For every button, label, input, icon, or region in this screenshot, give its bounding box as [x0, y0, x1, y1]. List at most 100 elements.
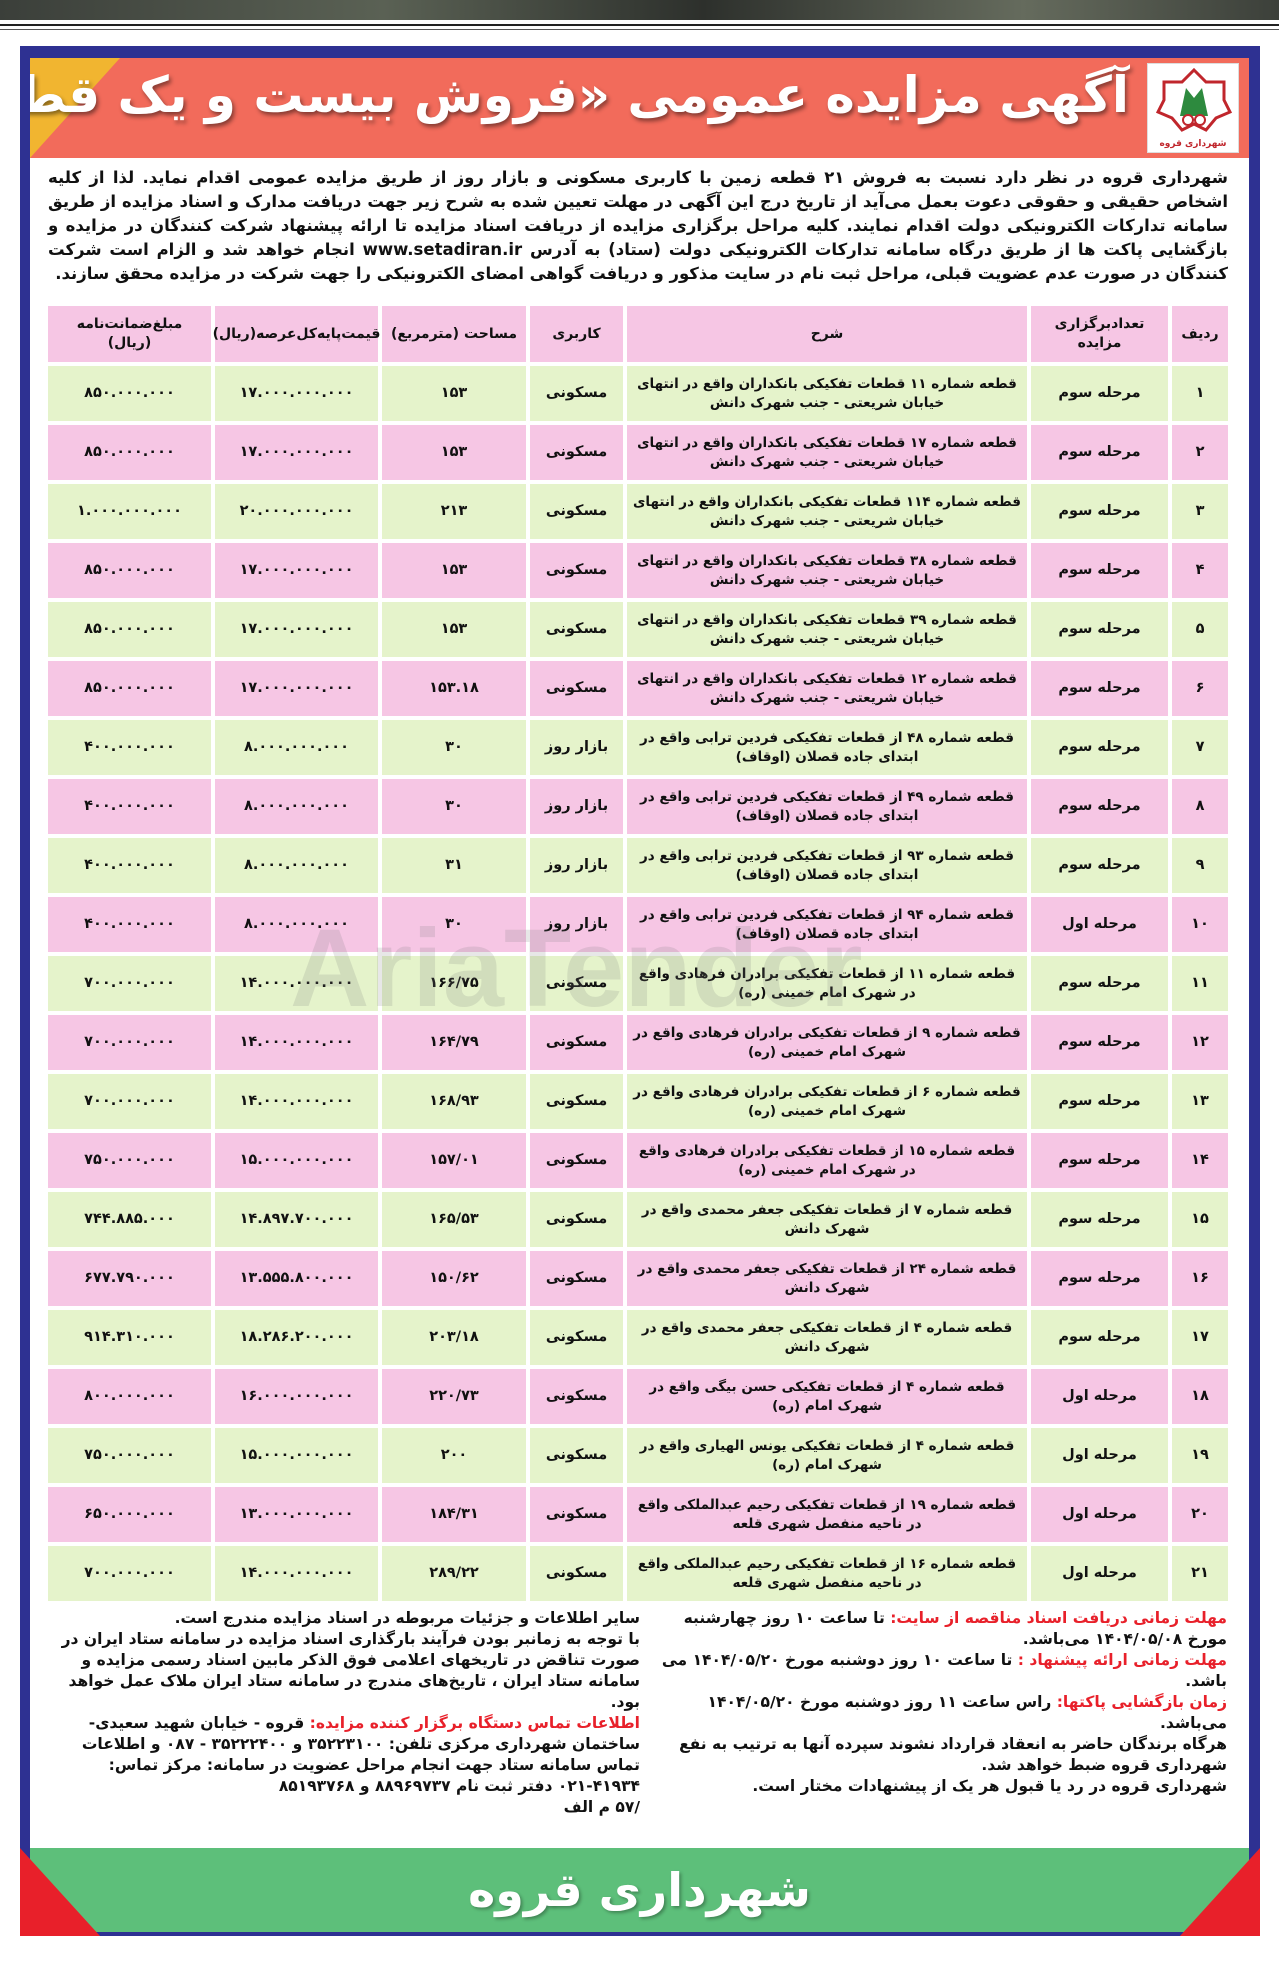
cell-description: قطعه شماره ۱۷ قطعات تفکیکی بانکداران واق…: [627, 425, 1027, 480]
cell-auction-round: مرحله اول: [1031, 1369, 1168, 1424]
cell-guarantee-amount: ۷۵۰.۰۰۰.۰۰۰: [48, 1428, 211, 1483]
cell-area: ۲۰۰: [382, 1428, 526, 1483]
cell-land-use: مسکونی: [530, 1428, 623, 1483]
cell-area: ۳۰: [382, 720, 526, 775]
cell-row-number: ۲۰: [1172, 1487, 1228, 1542]
cell-base-price: ۱۴.۸۹۷.۷۰۰.۰۰۰: [215, 1192, 378, 1247]
cell-description: قطعه شماره ۱۱۴ قطعات تفکیکی بانکداران وا…: [627, 484, 1027, 539]
cell-area: ۱۵۳: [382, 602, 526, 657]
cell-land-use: بازار روز: [530, 779, 623, 834]
cell-area: ۳۱: [382, 838, 526, 893]
cell-row-number: ۷: [1172, 720, 1228, 775]
cell-area: ۳۰: [382, 897, 526, 952]
cell-guarantee-amount: ۷۵۰.۰۰۰.۰۰۰: [48, 1133, 211, 1188]
cell-description: قطعه شماره ۴ از قطعات تفکیکی یونس الهیار…: [627, 1428, 1027, 1483]
cell-description: قطعه شماره ۳۹ قطعات تفکیکی بانکداران واق…: [627, 602, 1027, 657]
cell-land-use: مسکونی: [530, 1133, 623, 1188]
cell-row-number: ۱۷: [1172, 1310, 1228, 1365]
cell-auction-round: مرحله سوم: [1031, 1192, 1168, 1247]
cell-base-price: ۱۷.۰۰۰.۰۰۰.۰۰۰: [215, 602, 378, 657]
cell-auction-round: مرحله سوم: [1031, 838, 1168, 893]
cell-guarantee-amount: ۶۵۰.۰۰۰.۰۰۰: [48, 1487, 211, 1542]
auction-table: ردیف تعدادبرگزاری مزایده شرح کاربری مساحت (م…: [48, 306, 1228, 1601]
cell-row-number: ۱۹: [1172, 1428, 1228, 1483]
cell-area: ۱۵۷/۰۱: [382, 1133, 526, 1188]
cell-guarantee-amount: ۸۵۰.۰۰۰.۰۰۰: [48, 366, 211, 421]
cell-auction-round: مرحله سوم: [1031, 1133, 1168, 1188]
cell-row-number: ۴: [1172, 543, 1228, 598]
offer-deadline-label: مهلت زمانی ارائه پیشنهاد :: [1017, 1651, 1227, 1669]
cell-auction-round: مرحله اول: [1031, 1428, 1168, 1483]
cell-auction-round: مرحله سوم: [1031, 1074, 1168, 1129]
cell-row-number: ۶: [1172, 661, 1228, 716]
cell-base-price: ۱۴.۰۰۰.۰۰۰.۰۰۰: [215, 1546, 378, 1601]
cell-guarantee-amount: ۴۰۰.۰۰۰.۰۰۰: [48, 897, 211, 952]
cell-base-price: ۱۷.۰۰۰.۰۰۰.۰۰۰: [215, 543, 378, 598]
column-header-row-number: ردیف: [1172, 306, 1228, 362]
cell-auction-round: مرحله سوم: [1031, 956, 1168, 1011]
cell-description: قطعه شماره ۱۶ از قطعات تفکیکی رحیم عبدال…: [627, 1546, 1027, 1601]
cell-guarantee-amount: ۶۷۷.۷۹۰.۰۰۰: [48, 1251, 211, 1306]
cell-row-number: ۲: [1172, 425, 1228, 480]
cell-area: ۲۰۳/۱۸: [382, 1310, 526, 1365]
cell-description: قطعه شماره ۴ از قطعات تفکیکی حسن بیگی وا…: [627, 1369, 1027, 1424]
cell-base-price: ۱۸.۲۸۶.۲۰۰.۰۰۰: [215, 1310, 378, 1365]
cell-row-number: ۱۳: [1172, 1074, 1228, 1129]
doc-deadline: مهلت زمانی دریافت اسناد مناقصه از سایت: …: [655, 1608, 1227, 1650]
cell-description: قطعه شماره ۹۴ از قطعات تفکیکی فردین تراب…: [627, 897, 1027, 952]
cell-auction-round: مرحله سوم: [1031, 1310, 1168, 1365]
opening-text: راس ساعت ۱۱ روز دوشنبه مورخ ۱۴۰۴/۰۵/۲۰ م…: [707, 1693, 1227, 1732]
offer-deadline: مهلت زمانی ارائه پیشنهاد : تا ساعت ۱۰ رو…: [655, 1650, 1227, 1692]
cell-guarantee-amount: ۴۰۰.۰۰۰.۰۰۰: [48, 779, 211, 834]
logo-emblem-icon: [1156, 68, 1232, 132]
contact-text: قروه - خیابان شهید سعیدی- ساختمان شهردار…: [81, 1714, 640, 1795]
cell-guarantee-amount: ۸۰۰.۰۰۰.۰۰۰: [48, 1369, 211, 1424]
note: هرگاه برندگان حاضر به انعقاد قرارداد نشو…: [679, 1735, 1227, 1774]
cell-base-price: ۸.۰۰۰.۰۰۰.۰۰۰: [215, 897, 378, 952]
cell-row-number: ۱: [1172, 366, 1228, 421]
cell-auction-round: مرحله سوم: [1031, 661, 1168, 716]
cell-row-number: ۲۱: [1172, 1546, 1228, 1601]
cell-area: ۱۵۳.۱۸: [382, 661, 526, 716]
cell-land-use: مسکونی: [530, 543, 623, 598]
cell-land-use: مسکونی: [530, 956, 623, 1011]
logo-text: شهرداری قروه: [1159, 139, 1227, 149]
cell-guarantee-amount: ۸۵۰.۰۰۰.۰۰۰: [48, 425, 211, 480]
cell-row-number: ۱۴: [1172, 1133, 1228, 1188]
cell-area: ۳۰: [382, 779, 526, 834]
cell-land-use: بازار روز: [530, 720, 623, 775]
cell-land-use: مسکونی: [530, 1546, 623, 1601]
cell-description: قطعه شماره ۷ از قطعات تفکیکی جعفر محمدی …: [627, 1192, 1027, 1247]
offer-deadline-text: تا ساعت ۱۰ روز دوشنبه مورخ ۱۴۰۴/۰۵/۲۰ می…: [661, 1651, 1227, 1690]
cell-land-use: مسکونی: [530, 602, 623, 657]
cell-auction-round: مرحله سوم: [1031, 425, 1168, 480]
deadlines-section: مهلت زمانی دریافت اسناد مناقصه از سایت: …: [655, 1608, 1227, 1797]
ad-header: آگهی مزایده عمومی «فروش بیست و یک قطعه ز…: [30, 58, 1249, 158]
cell-area: ۱۶۸/۹۳: [382, 1074, 526, 1129]
column-header-area: مساحت (مترمربع): [382, 306, 526, 362]
cell-description: قطعه شماره ۱۱ از قطعات تفکیکی برادران فر…: [627, 956, 1027, 1011]
cell-description: قطعه شماره ۹۳ از قطعات تفکیکی فردین تراب…: [627, 838, 1027, 893]
cell-land-use: مسکونی: [530, 366, 623, 421]
column-header-guarantee-amount: مبلغ‌ضمانت‌نامه (ریال): [48, 306, 211, 362]
cell-base-price: ۱۷.۰۰۰.۰۰۰.۰۰۰: [215, 366, 378, 421]
cell-row-number: ۱۱: [1172, 956, 1228, 1011]
cell-auction-round: مرحله اول: [1031, 1487, 1168, 1542]
cell-row-number: ۱۶: [1172, 1251, 1228, 1306]
cell-area: ۱۸۴/۳۱: [382, 1487, 526, 1542]
cell-base-price: ۱۵.۰۰۰.۰۰۰.۰۰۰: [215, 1428, 378, 1483]
cell-auction-round: مرحله اول: [1031, 1546, 1168, 1601]
cell-land-use: مسکونی: [530, 484, 623, 539]
note: سایر اطلاعات و جزئیات مربوطه در اسناد مز…: [174, 1609, 640, 1627]
cell-auction-round: مرحله سوم: [1031, 720, 1168, 775]
cell-area: ۱۵۳: [382, 543, 526, 598]
ad-code: /۵۷ م الف: [563, 1798, 640, 1816]
cell-description: قطعه شماره ۲۴ از قطعات تفکیکی جعفر محمدی…: [627, 1251, 1027, 1306]
cell-area: ۱۶۵/۵۳: [382, 1192, 526, 1247]
note: با توجه به زمانبر بودن فرآیند بارگذاری ا…: [61, 1630, 640, 1711]
intro-paragraph: شهرداری قروه در نظر دارد نسبت به فروش ۲۱…: [48, 168, 1229, 283]
cell-row-number: ۳: [1172, 484, 1228, 539]
doc-deadline-text: تا ساعت ۱۰ روز چهارشنبه مورخ ۱۴۰۴/۰۵/۰۸ …: [683, 1609, 1227, 1648]
cell-base-price: ۸.۰۰۰.۰۰۰.۰۰۰: [215, 720, 378, 775]
municipality-logo: شهرداری قروه: [1147, 63, 1239, 153]
